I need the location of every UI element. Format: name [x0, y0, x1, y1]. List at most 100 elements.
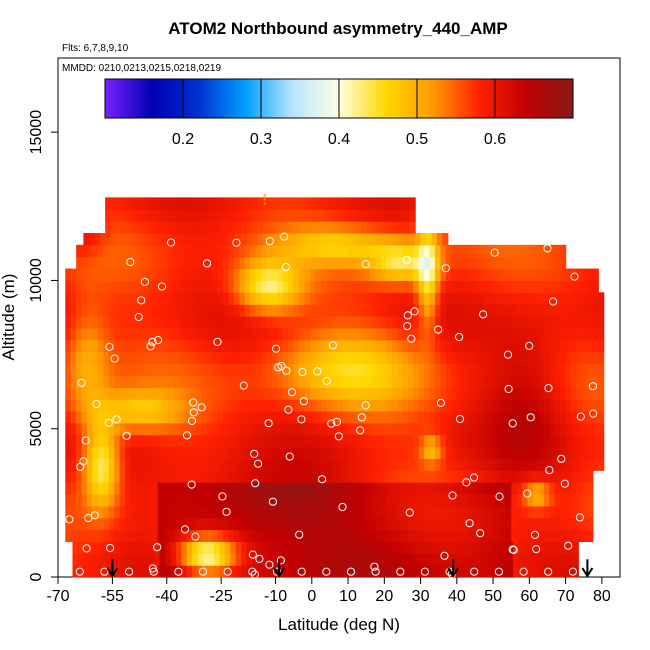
- heatmap-cell: [484, 517, 491, 531]
- heatmap-cell: [239, 304, 246, 317]
- sample-circle: [112, 415, 121, 424]
- heatmap-cell: [233, 446, 240, 459]
- heatmap-cell: [154, 553, 161, 566]
- heatmap-cell: [233, 304, 240, 317]
- heatmap-cell: [456, 280, 463, 293]
- heatmap-cell: [456, 505, 463, 519]
- heatmap-cell: [299, 244, 306, 258]
- heatmap-cell: [451, 493, 458, 507]
- heatmap-cell: [402, 470, 409, 483]
- heatmap-cell: [549, 387, 556, 400]
- heatmap-cell: [435, 363, 442, 376]
- heatmap-cell: [369, 470, 376, 483]
- heatmap-cell: [190, 529, 197, 543]
- heatmap-cell: [545, 565, 552, 578]
- heatmap-cell: [407, 505, 414, 519]
- heatmap-cell: [277, 339, 284, 353]
- heatmap-cell: [342, 363, 349, 376]
- heatmap-cell: [224, 197, 231, 210]
- heatmap-cell: [380, 422, 387, 436]
- heatmap-cell: [244, 446, 251, 459]
- heatmap-cell: [348, 375, 355, 388]
- heatmap-cell: [402, 458, 409, 471]
- sample-circle: [576, 412, 585, 421]
- heatmap-cell: [456, 446, 463, 459]
- heatmap-cell: [222, 316, 230, 329]
- heatmap-cell: [337, 517, 344, 531]
- sample-circle: [248, 550, 257, 559]
- heatmap-cell: [174, 422, 181, 436]
- heatmap-cell: [326, 458, 333, 471]
- heatmap-cell: [92, 387, 99, 400]
- heatmap-cell: [429, 493, 436, 507]
- heatmap-cell: [103, 375, 110, 388]
- heatmap-cell: [413, 446, 420, 459]
- heatmap-cell: [212, 339, 219, 353]
- heatmap-cell: [331, 470, 338, 483]
- heatmap-cell: [424, 280, 431, 293]
- heatmap-cell: [467, 304, 474, 317]
- heatmap-cell: [206, 482, 213, 495]
- heatmap-cell: [309, 529, 317, 543]
- heatmap-cell: [440, 446, 447, 459]
- heatmap-cell: [282, 375, 289, 388]
- heatmap-cell: [538, 268, 545, 282]
- heatmap-cell: [369, 351, 376, 365]
- heatmap-cell: [532, 375, 540, 388]
- heatmap-cell: [560, 256, 567, 270]
- heatmap-cell: [592, 280, 599, 293]
- heatmap-cell: [516, 363, 523, 376]
- heatmap-cell: [92, 458, 99, 471]
- heatmap-cell: [549, 280, 556, 293]
- heatmap-cell: [418, 493, 425, 507]
- heatmap-cell: [402, 280, 409, 293]
- heatmap-cell: [587, 268, 594, 282]
- heatmap-cell: [146, 292, 153, 305]
- heatmap-cell: [500, 434, 507, 448]
- heatmap-cell: [81, 316, 88, 329]
- heatmap-cell: [540, 553, 547, 566]
- heatmap-cell: [429, 482, 436, 495]
- heatmap-cell: [360, 197, 367, 210]
- heatmap-cell: [496, 541, 503, 554]
- heatmap-cell: [88, 541, 95, 554]
- heatmap-cell: [255, 292, 262, 305]
- heatmap-cell: [143, 565, 150, 578]
- heatmap-cell: [76, 268, 83, 282]
- sample-circle: [545, 466, 554, 475]
- heatmap-cell: [516, 458, 523, 471]
- heatmap-cell: [271, 256, 278, 270]
- heatmap-cell: [125, 470, 132, 483]
- heatmap-cell: [213, 232, 220, 246]
- heatmap-cell: [163, 434, 170, 448]
- heatmap-cell: [222, 375, 230, 388]
- heatmap-cell: [358, 505, 365, 519]
- heatmap-cell: [315, 327, 322, 341]
- heatmap-cell: [192, 232, 199, 246]
- heatmap-cell: [342, 244, 349, 258]
- heatmap-cell: [175, 209, 182, 222]
- heatmap-cell: [195, 422, 202, 436]
- heatmap-cell: [135, 268, 142, 282]
- heatmap-cell: [241, 541, 248, 554]
- heatmap-cell: [342, 470, 349, 483]
- heatmap-cell: [190, 482, 197, 495]
- heatmap-cell: [125, 399, 132, 412]
- heatmap-cell: [195, 505, 202, 519]
- sample-circle: [410, 307, 419, 316]
- heatmap-cell: [190, 387, 197, 400]
- heatmap-cell: [543, 387, 550, 400]
- colorbar-tick-label: 0.5: [406, 131, 428, 148]
- heatmap-cell: [375, 399, 382, 412]
- heatmap-cell: [337, 493, 344, 507]
- heatmap-cell: [364, 470, 371, 483]
- heatmap-cell: [516, 304, 523, 317]
- heatmap-cell: [326, 375, 333, 388]
- heatmap-cell: [342, 493, 349, 507]
- heatmap-cell: [576, 470, 583, 483]
- heatmap-cell: [304, 280, 311, 293]
- sample-circle: [403, 322, 412, 331]
- heatmap-cell: [195, 339, 202, 353]
- heatmap-cell: [159, 197, 166, 210]
- heatmap-cell: [168, 351, 175, 365]
